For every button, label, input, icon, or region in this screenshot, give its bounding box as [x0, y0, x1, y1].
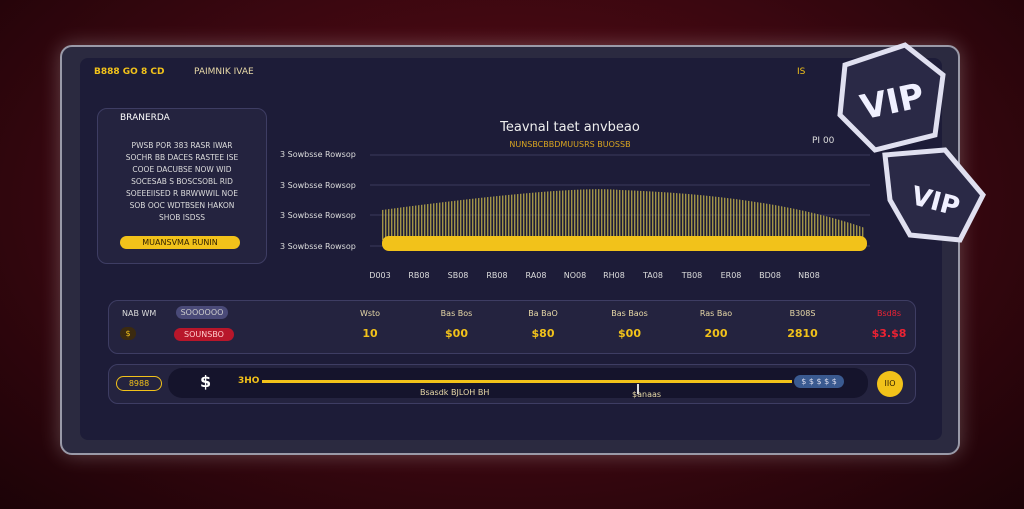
stats-pill: SOOOOOO — [176, 306, 228, 319]
axis-label: RB08 — [408, 271, 430, 280]
row-label: 3 Sowbsse Rowsop — [280, 150, 356, 159]
stat-label: Ras Bao — [699, 309, 733, 318]
stat-label: Bsd8s — [877, 309, 901, 318]
stat-label: Ba BaO — [528, 309, 558, 318]
stat-label: Bas Baos — [611, 309, 648, 318]
axis-label: RB08 — [486, 271, 508, 280]
row-label: 3 Sowbsse Rowsop — [280, 180, 356, 190]
stat-label: Bas Bos — [440, 309, 473, 318]
bottom-badge: 8988 — [116, 376, 162, 391]
vip-badge-2 — [882, 147, 986, 243]
axis-label: RA08 — [525, 271, 547, 280]
stats-coin: $ — [120, 327, 136, 340]
stat-value: $80 — [531, 327, 555, 340]
bottom-button[interactable]: IIO — [877, 371, 903, 397]
marker-label: $anaas — [632, 390, 662, 399]
stats-label: NAB WM — [122, 309, 157, 318]
info-title: BRANERDA — [120, 113, 170, 123]
vip-badges: VIP VIP — [837, 42, 986, 243]
vip-badge-1 — [837, 42, 946, 153]
row-label: 3 Sowbsse Rowsop — [280, 241, 356, 251]
stat-label: Wsto — [359, 309, 381, 318]
bottom-line — [262, 380, 792, 383]
bottom-start: 3HO — [238, 376, 260, 386]
header-subtitle: PAIMNIK IVAE — [194, 67, 254, 77]
row-label: 3 Sowbsse Rowsop — [280, 211, 356, 220]
stat-value: $3.$8 — [871, 327, 907, 340]
stat-label: B308S — [789, 309, 816, 318]
stat-value: $00 — [445, 327, 468, 340]
bottom-center-label: Bsasdk BJLOH BH — [420, 388, 490, 397]
axis-label: NO08 — [563, 271, 587, 280]
stat-value: 200 — [704, 327, 728, 340]
axis-label: RH08 — [603, 271, 625, 280]
corner-label: PI 00 — [812, 136, 835, 146]
info-button[interactable]: MUANSVMA RUNIN — [120, 236, 240, 249]
stat-value: 10 — [362, 327, 378, 340]
marker — [637, 384, 639, 394]
stat-value: $00 — [618, 327, 641, 340]
axis-label: TA08 — [643, 271, 663, 280]
chart-graphic — [370, 154, 870, 251]
stats-row — [108, 300, 916, 354]
progress-bar — [382, 236, 867, 251]
chart-subtitle: NUNSBCBBDMUUSRS BUOSSB — [509, 140, 631, 149]
axis-label: D003 — [369, 271, 391, 280]
bottom-coin: $ — [200, 372, 212, 391]
brand: B888 GO 8 CD — [94, 67, 165, 77]
axis-label: TB08 — [681, 271, 703, 280]
stats-red-pill: SOUNSBO — [174, 328, 234, 341]
axis-label: SB08 — [447, 271, 469, 280]
track — [168, 368, 868, 398]
header-right: IS — [797, 67, 806, 77]
axis-label: NB08 — [798, 271, 820, 280]
axis-label: BD08 — [759, 271, 781, 280]
bottom-pill: $ $ $ $ $ — [794, 375, 844, 388]
hatched-area — [382, 189, 865, 240]
axis-label: ER08 — [720, 271, 742, 280]
chart-title: Teavnal taet anvbeao — [500, 120, 640, 135]
stat-value: 2810 — [787, 327, 818, 340]
info-body: PWSB POR 383 RASR IWAR SOCHR BB DACES RA… — [125, 141, 239, 222]
